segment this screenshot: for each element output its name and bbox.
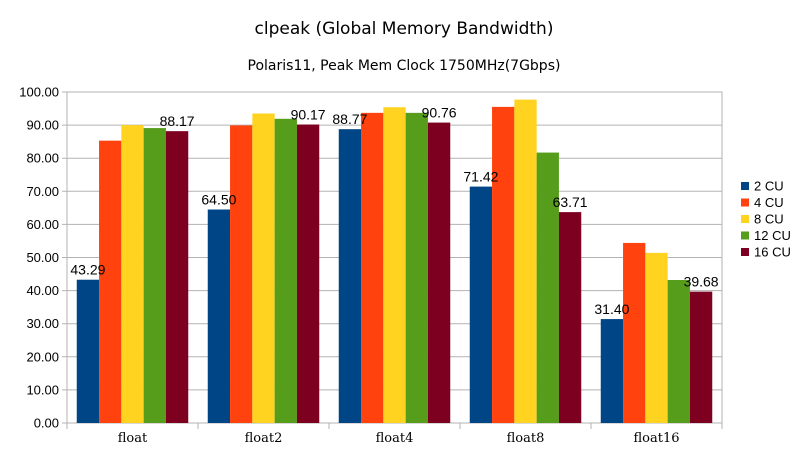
y-tick-label: 90.00 (26, 118, 59, 133)
data-label: 90.17 (291, 107, 326, 123)
x-axis: float float2 float4 float8 float16 (66, 423, 723, 446)
legend-swatch (741, 231, 749, 240)
y-tick-label: 70.00 (26, 184, 59, 199)
bar (165, 131, 189, 424)
x-tick-label: float16 (633, 431, 679, 446)
y-axis-ticks: 0.00 10.00 20.00 30.00 40.00 50.00 60.00 70.00 8… (19, 85, 59, 431)
bar (230, 125, 253, 423)
chart-title: clpeak (Global Memory Bandwidth) (255, 19, 554, 39)
bar (600, 319, 624, 423)
data-label: 88.77 (332, 111, 367, 127)
bar (645, 252, 668, 423)
data-label: 90.76 (422, 105, 457, 121)
data-labels: 43.29 64.50 88.77 71.42 31.40 88.17 90.17 90.76… (70, 105, 718, 317)
x-tick-label: float (118, 431, 148, 446)
chart-subtitle: Polaris11, Peak Mem Clock 1750MHz(7Gbps) (248, 58, 561, 74)
bar (338, 129, 362, 423)
bar (296, 124, 320, 424)
bar (469, 186, 493, 423)
x-tick-label: float4 (376, 431, 414, 446)
y-tick-label: 40.00 (26, 283, 59, 298)
bar (689, 291, 713, 423)
data-label: 88.17 (160, 113, 195, 129)
legend-label: 8 CU (754, 212, 784, 227)
y-tick-label: 100.00 (19, 85, 59, 100)
data-label: 43.29 (70, 262, 105, 278)
data-label: 31.40 (594, 301, 629, 317)
y-tick-label: 80.00 (26, 151, 59, 166)
data-label: 64.50 (201, 192, 236, 208)
bars (76, 99, 713, 424)
bar (667, 280, 690, 423)
legend-swatch (741, 182, 749, 190)
legend-label: 4 CU (754, 195, 784, 210)
bar (361, 112, 384, 423)
data-label: 71.42 (463, 169, 498, 185)
bar (143, 128, 166, 424)
y-tick-label: 0.00 (34, 416, 59, 431)
y-tick-label: 10.00 (26, 382, 59, 397)
legend-label: 2 CU (754, 179, 784, 194)
bar (76, 279, 100, 423)
y-tick-label: 50.00 (26, 250, 59, 265)
bar (427, 122, 451, 423)
bar (383, 107, 406, 423)
bar (514, 99, 537, 423)
data-label: 63.71 (553, 194, 588, 210)
legend-label: 16 CU (754, 245, 791, 260)
bar (492, 106, 515, 424)
legend-swatch (741, 215, 749, 223)
bar (274, 118, 297, 423)
legend-swatch (741, 248, 749, 256)
x-tick-label: float8 (507, 431, 545, 446)
bar (405, 112, 428, 423)
legend-swatch (741, 198, 749, 207)
y-tick-label: 30.00 (26, 316, 59, 331)
legend-label: 12 CU (754, 228, 791, 243)
bar (558, 212, 582, 423)
x-tick-label: float2 (245, 431, 283, 446)
y-tick-label: 20.00 (26, 349, 59, 364)
bar (536, 152, 559, 423)
y-tick-label: 60.00 (26, 217, 59, 232)
bar (121, 125, 144, 423)
bar (99, 140, 122, 424)
bar (252, 113, 275, 423)
data-label: 39.68 (684, 274, 719, 290)
bar (623, 242, 646, 423)
bar (207, 209, 231, 423)
